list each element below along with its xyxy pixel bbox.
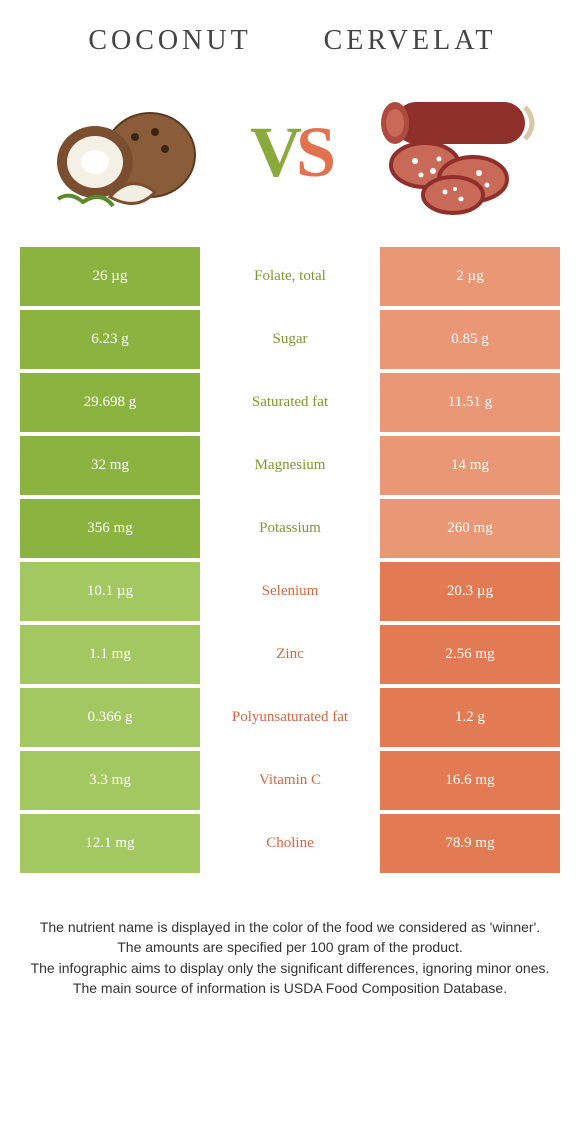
title-right: CERVELAT [290, 25, 530, 57]
nutrient-name: Magnesium [200, 436, 380, 495]
vs-s: S [296, 112, 330, 192]
table-row: 10.1 µgSelenium20.3 µg [20, 562, 560, 621]
table-row: 1.1 mgZinc2.56 mg [20, 625, 560, 684]
footer-line: The amounts are specified per 100 gram o… [30, 937, 550, 957]
nutrient-name: Selenium [200, 562, 380, 621]
left-value: 1.1 mg [20, 625, 200, 684]
right-value: 20.3 µg [380, 562, 560, 621]
right-value: 11.51 g [380, 373, 560, 432]
table-row: 0.366 gPolyunsaturated fat1.2 g [20, 688, 560, 747]
left-value: 32 mg [20, 436, 200, 495]
table-row: 3.3 mgVitamin C16.6 mg [20, 751, 560, 810]
vs-label: VS [250, 111, 330, 194]
right-value: 260 mg [380, 499, 560, 558]
vs-v: V [250, 112, 296, 192]
nutrient-name: Zinc [200, 625, 380, 684]
nutrient-name: Polyunsaturated fat [200, 688, 380, 747]
left-value: 356 mg [20, 499, 200, 558]
nutrient-name: Sugar [200, 310, 380, 369]
table-row: 29.698 gSaturated fat11.51 g [20, 373, 560, 432]
nutrient-name: Folate, total [200, 247, 380, 306]
footer-notes: The nutrient name is displayed in the co… [0, 877, 580, 998]
left-value: 6.23 g [20, 310, 200, 369]
coconut-image [30, 82, 220, 222]
nutrient-name: Vitamin C [200, 751, 380, 810]
left-value: 0.366 g [20, 688, 200, 747]
table-row: 26 µgFolate, total2 µg [20, 247, 560, 306]
right-value: 78.9 mg [380, 814, 560, 873]
footer-line: The nutrient name is displayed in the co… [30, 917, 550, 937]
cervelat-image [360, 82, 550, 222]
right-value: 2 µg [380, 247, 560, 306]
hero-row: VS [0, 67, 580, 247]
right-value: 14 mg [380, 436, 560, 495]
footer-line: The infographic aims to display only the… [30, 958, 550, 978]
nutrient-name: Potassium [200, 499, 380, 558]
title-left: COCONUT [50, 25, 290, 57]
left-value: 12.1 mg [20, 814, 200, 873]
footer-line: The main source of information is USDA F… [30, 978, 550, 998]
nutrient-name: Choline [200, 814, 380, 873]
left-value: 29.698 g [20, 373, 200, 432]
left-value: 3.3 mg [20, 751, 200, 810]
left-value: 26 µg [20, 247, 200, 306]
table-row: 12.1 mgCholine78.9 mg [20, 814, 560, 873]
table-row: 356 mgPotassium260 mg [20, 499, 560, 558]
nutrient-name: Saturated fat [200, 373, 380, 432]
right-value: 2.56 mg [380, 625, 560, 684]
nutrient-table: 26 µgFolate, total2 µg6.23 gSugar0.85 g2… [0, 247, 580, 873]
table-row: 32 mgMagnesium14 mg [20, 436, 560, 495]
right-value: 0.85 g [380, 310, 560, 369]
left-value: 10.1 µg [20, 562, 200, 621]
table-row: 6.23 gSugar0.85 g [20, 310, 560, 369]
right-value: 1.2 g [380, 688, 560, 747]
right-value: 16.6 mg [380, 751, 560, 810]
